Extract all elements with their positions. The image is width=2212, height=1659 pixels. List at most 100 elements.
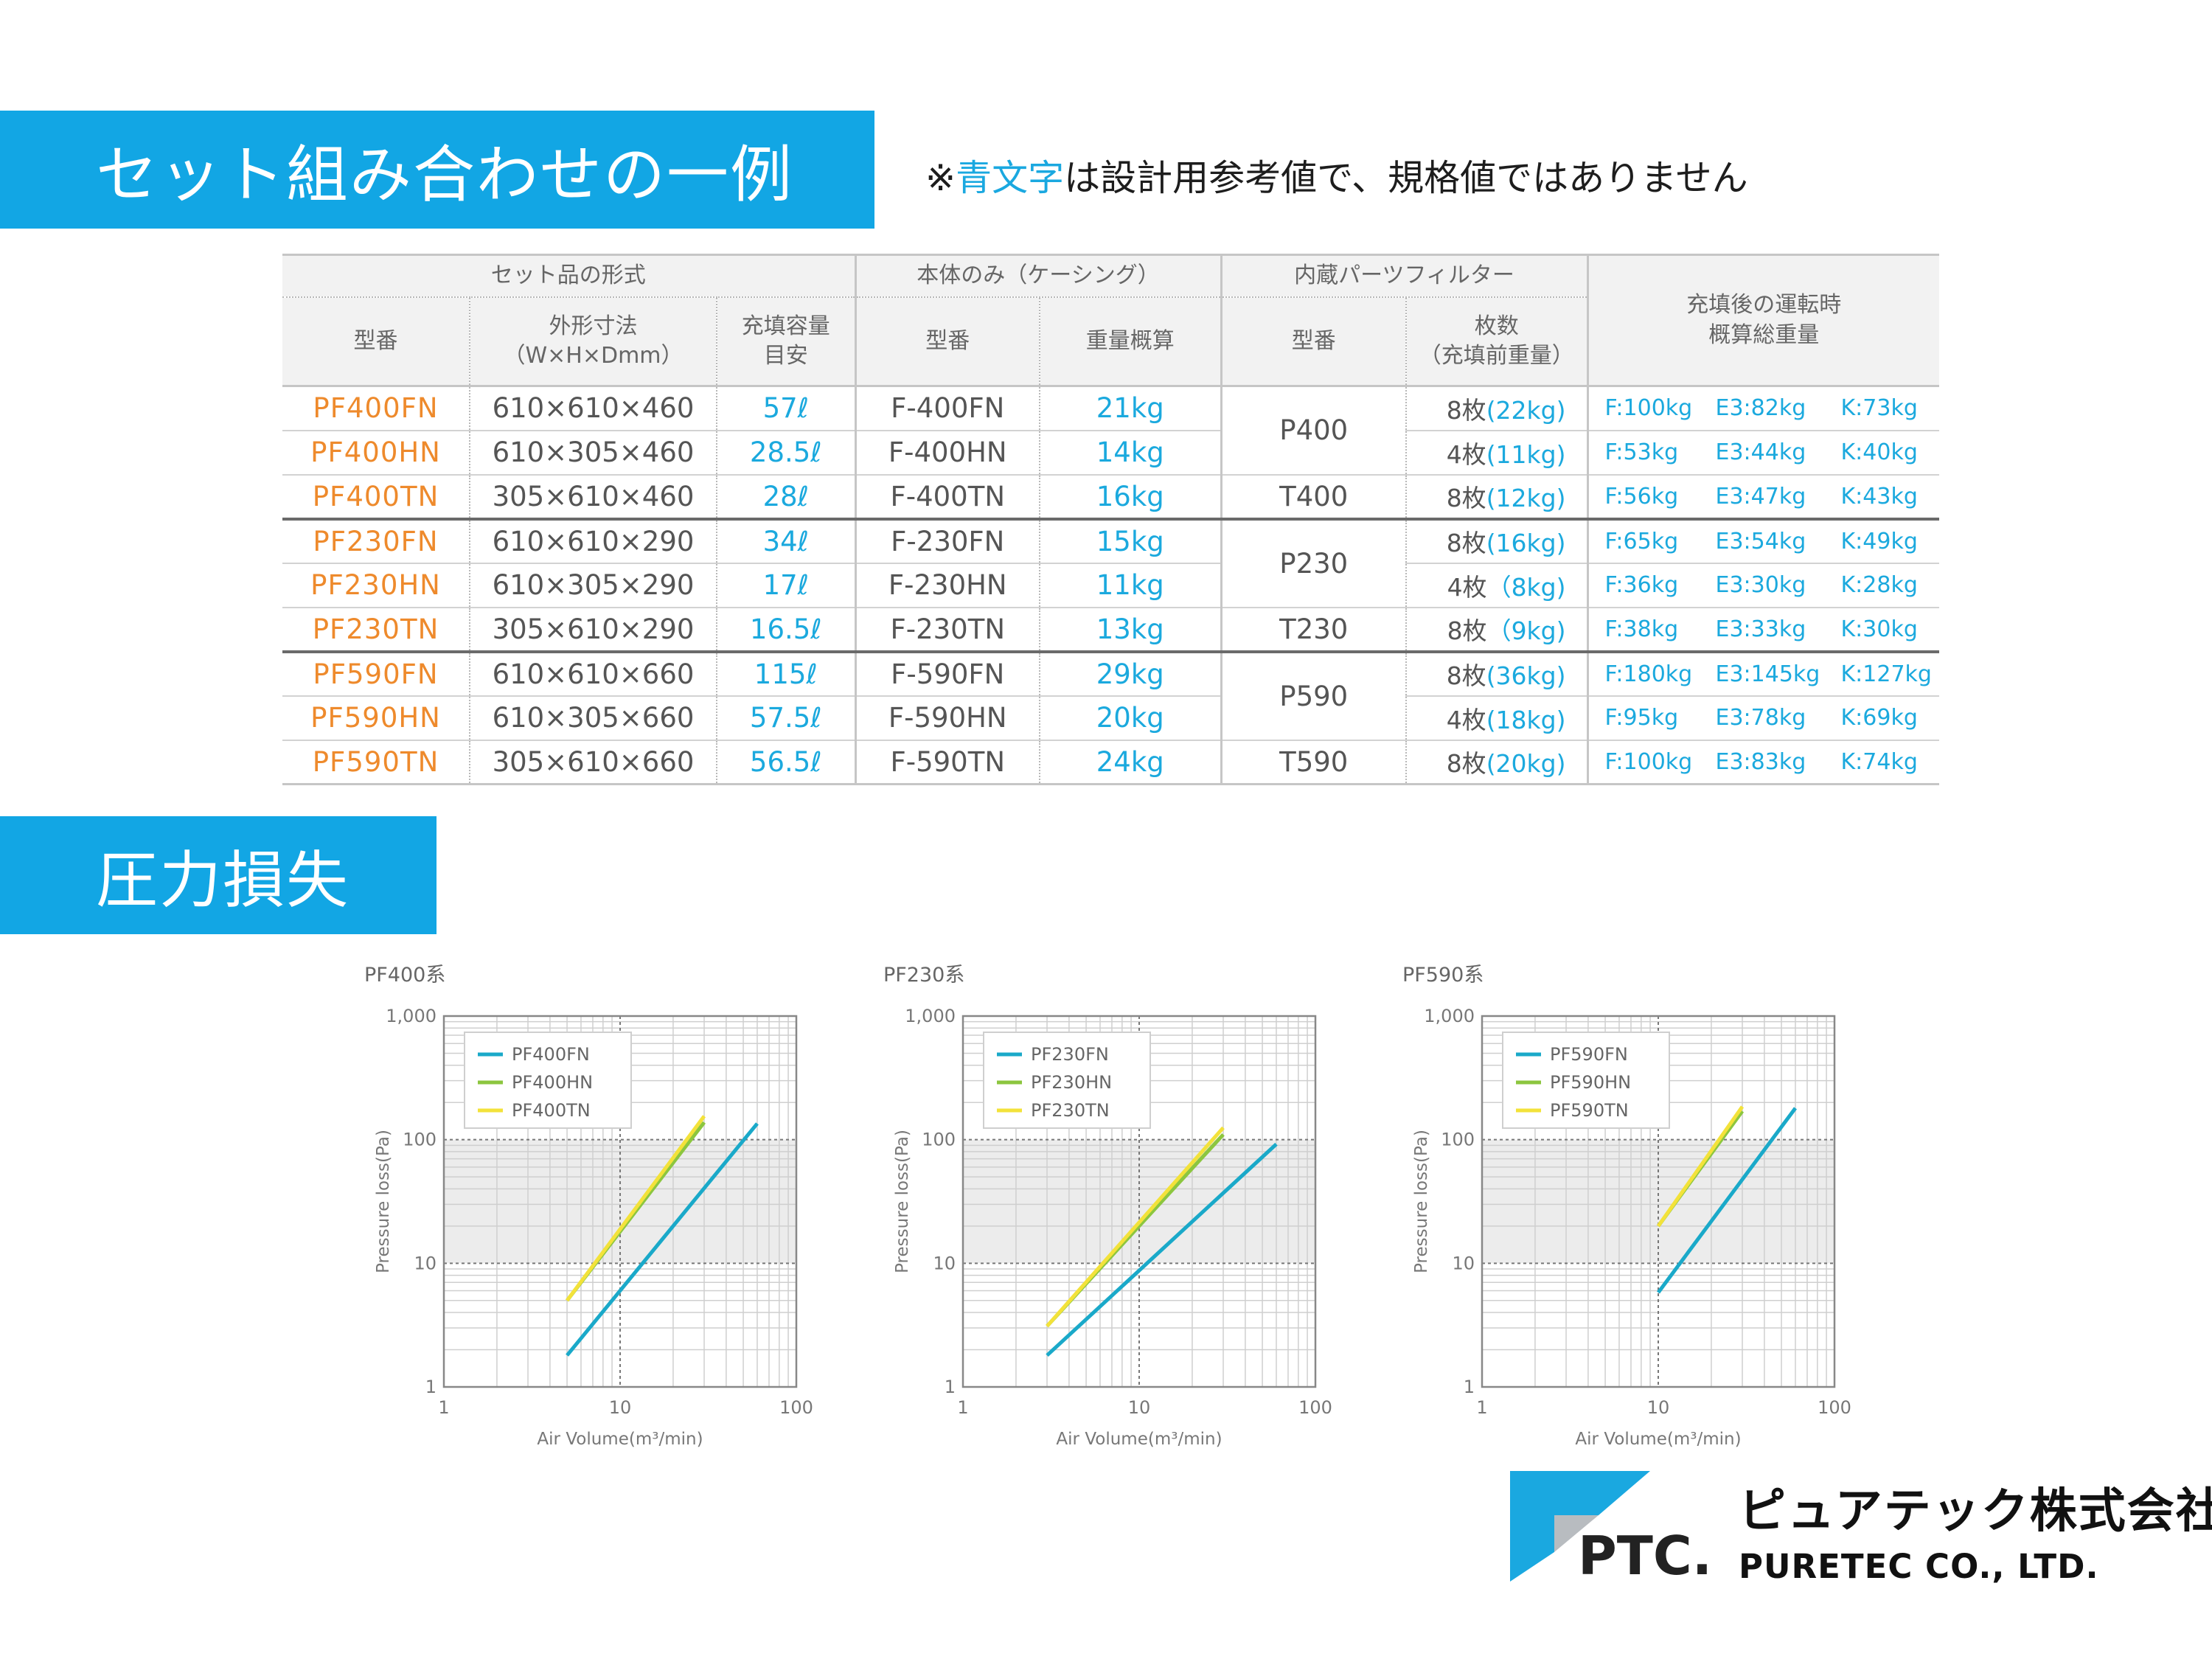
x-tick-label: 100 [779,1397,813,1418]
weight-e3: E3:78kg [1715,705,1806,731]
y-tick-label: 1,000 [1424,1006,1475,1026]
cell-body-model: F-590HN [854,695,1040,741]
cell-total-weight: F:100kg E3:82kg K:73kg [1586,386,1939,431]
cell-total-weight: F:100kg E3:83kg K:74kg [1586,740,1939,785]
col-header-filter-model: 型番 [1220,297,1406,386]
table-row: PF590FN 610×610×660 115ℓ F-590FN 29kg P590 8枚(… [282,651,1939,741]
cell-capacity: 115ℓ [716,651,855,697]
qty-weight: (36kg) [1486,661,1566,690]
cell-body-weight: 21kg [1039,386,1221,431]
cell-filter-model: T400 [1220,474,1406,521]
qty-count: 8枚 [1446,395,1486,425]
note-text: は設計用参考値で、規格値ではありません [1064,157,1748,199]
cell-total-weight: F:95kg E3:78kg K:69kg [1586,695,1939,741]
x-axis-label: Air Volume(m³/min) [537,1430,703,1449]
section-title-set-example: セット組み合わせの一例 [0,111,874,229]
cell-filter-qty: 4枚(18kg) [1405,695,1587,741]
table-row: PF400HN 610×305×460 28.5ℓ F-400HN 14kg 4枚(11k… [282,430,1939,476]
weight-f: F:36kg [1604,572,1679,598]
y-axis-label: Pressure loss(Pa) [374,1130,393,1273]
logo-text: PTC. [1578,1525,1712,1582]
weight-f: F:38kg [1604,616,1679,642]
table-row: PF400TN 305×610×460 28ℓ F-400TN 16kg T400 8枚(1… [282,474,1939,521]
cell-capacity: 57.5ℓ [716,695,855,741]
weight-k: K:28kg [1840,572,1918,598]
cell-filter-qty: 8枚（9kg) [1405,607,1587,653]
chart-title-pf230: PF230系 [883,964,965,987]
cell-body-model: F-400TN [854,474,1040,521]
pressure-loss-chart-pf590: 1 10 100 1 10 100 1,000 Air Volume(m³/min) Press… [1385,1003,1916,1460]
qty-count: 8枚 [1446,749,1486,779]
cell-body-model: F-400FN [854,386,1040,431]
cell-body-weight: 16kg [1039,474,1221,521]
weight-e3: E3:54kg [1715,528,1806,554]
cell-model: PF230TN [282,607,470,653]
weight-f: F:65kg [1604,528,1679,554]
weight-e3: E3:33kg [1715,616,1806,642]
cell-body-model: F-590FN [854,651,1040,697]
table-row: PF230TN 305×610×290 16.5ℓ F-230TN 13kg T230 8枚… [282,607,1939,653]
series-line-PF590TN [1656,1105,1745,1228]
weight-e3: E3:44kg [1715,439,1806,465]
cell-filter-qty: 4枚（8kg) [1405,563,1587,608]
cell-filter-model: P230 [1220,518,1406,608]
logo-shape-blue [1510,1471,1650,1582]
y-tick-label: 10 [1452,1253,1475,1273]
weight-f: F:56kg [1604,483,1679,509]
weight-k: K:69kg [1840,705,1918,731]
x-tick-label: 1 [957,1397,968,1418]
qty-weight: (12kg) [1486,484,1566,512]
legend-label: PF230HN [1031,1072,1112,1093]
cell-capacity: 17ℓ [716,563,855,608]
plot-frame [1481,1015,1836,1388]
chart-title-pf400: PF400系 [364,964,446,987]
series-line-PF230TN [1046,1126,1225,1328]
cell-model: PF400FN [282,386,470,431]
weight-e3: E3:47kg [1715,483,1806,509]
weight-k: K:40kg [1840,439,1918,465]
qty-count: 4枚 [1447,572,1487,602]
qty-weight: (11kg) [1486,439,1566,469]
weight-e3: E3:145kg [1715,661,1820,687]
y-tick-label: 1 [945,1377,956,1397]
weight-k: K:73kg [1840,395,1918,422]
set-combination-table: セット品の形式 本体のみ（ケーシング） 内蔵パーツフィルター 充填後の運転時 概… [282,254,1939,785]
reference-note: ※青文字は設計用参考値で、規格値ではありません [925,149,1748,201]
cell-model: PF230HN [282,563,470,608]
cell-capacity: 28ℓ [716,474,855,521]
x-tick-label: 1 [438,1397,449,1418]
cell-capacity: 57ℓ [716,386,855,431]
series-line-PF400TN [566,1115,706,1302]
cell-model: PF590FN [282,651,470,697]
plot-frame [961,1015,1317,1388]
y-tick-label: 1,000 [905,1006,956,1026]
table-row: PF230FN 610×610×290 34ℓ F-230FN 15kg P230 8枚(1… [282,518,1939,608]
qty-count: 8枚 [1446,484,1486,512]
plot-frame [442,1015,798,1388]
cell-filter-qty: 4枚(11kg) [1405,430,1587,476]
legend: PF230FN PF230HN PF230TN [983,1032,1151,1129]
cell-dims: 305×610×290 [469,607,717,653]
cell-body-weight: 15kg [1039,518,1221,564]
chart-title-pf590: PF590系 [1402,964,1484,987]
y-tick-label: 100 [1441,1130,1475,1150]
weight-f: F:100kg [1604,395,1693,422]
y-tick-label: 1 [1464,1377,1475,1397]
cell-model: PF400HN [282,430,470,476]
weight-k: K:30kg [1840,616,1918,642]
group-header-filter: 内蔵パーツフィルター [1220,254,1587,298]
cell-dims: 610×610×290 [469,518,717,564]
cell-model: PF590TN [282,740,470,785]
qty-weight: （8kg) [1486,572,1566,602]
cell-capacity: 56.5ℓ [716,740,855,785]
cell-dims: 305×610×460 [469,474,717,521]
cell-body-model: F-400HN [854,430,1040,476]
table-row: PF230HN 610×305×290 17ℓ F-230HN 11kg 4枚（8kg) F… [282,563,1939,608]
cell-dims: 610×610×660 [469,651,717,697]
y-tick-label: 100 [922,1130,956,1150]
col-header-dims: 外形寸法 （W×H×Dmm） [469,297,717,386]
cell-body-model: F-230TN [854,607,1040,653]
legend-label: PF590TN [1550,1100,1629,1121]
cell-dims: 610×305×290 [469,563,717,608]
cell-total-weight: F:180kg E3:145kg K:127kg [1586,651,1939,697]
